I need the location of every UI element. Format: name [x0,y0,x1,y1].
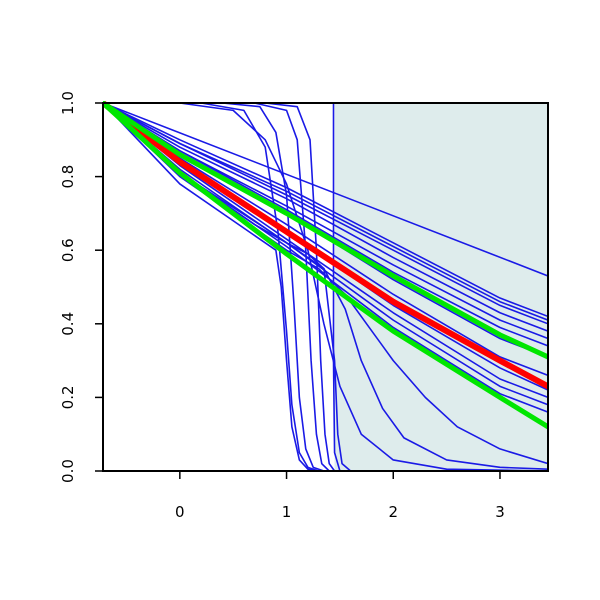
x-tick-label: 3 [495,503,505,521]
blue-series-line-16 [103,102,548,472]
x-tick-label: 0 [175,503,185,521]
y-tick-label: 0.6 [59,238,77,262]
blue-series-line-20 [103,102,548,472]
y-tick-label: 0.2 [59,385,77,409]
blue-series-line-19 [103,102,548,472]
blue-series-line-18 [103,102,548,472]
blue-series-line-4 [103,102,548,325]
blue-series-line-7 [103,102,548,347]
blue-series-line-5 [103,102,548,332]
y-tick-label: 0.4 [59,312,77,336]
green-series-line-26 [103,101,548,430]
blue-series-line-22 [103,102,548,472]
x-tick-label: 2 [388,503,398,521]
y-axis: 0.0 0.2 0.4 0.6 0.8 1.0 [59,91,103,483]
y-tick-label: 0.8 [59,165,77,189]
blue-series-line-21 [103,102,548,472]
blue-series-line-1 [103,102,548,277]
x-axis: 0 1 2 3 [175,471,505,521]
green-series-line-25 [103,101,548,360]
x-tick-label: 1 [282,503,292,521]
series-lines [103,101,548,472]
red-series-line-24 [103,101,548,390]
blue-series-line-15 [103,102,548,470]
plot-frame [102,102,549,472]
blue-series-line-17 [103,102,548,472]
y-tick-label: 1.0 [59,91,77,115]
blue-series-line-2 [103,102,548,318]
y-tick-label: 0.0 [59,459,77,483]
